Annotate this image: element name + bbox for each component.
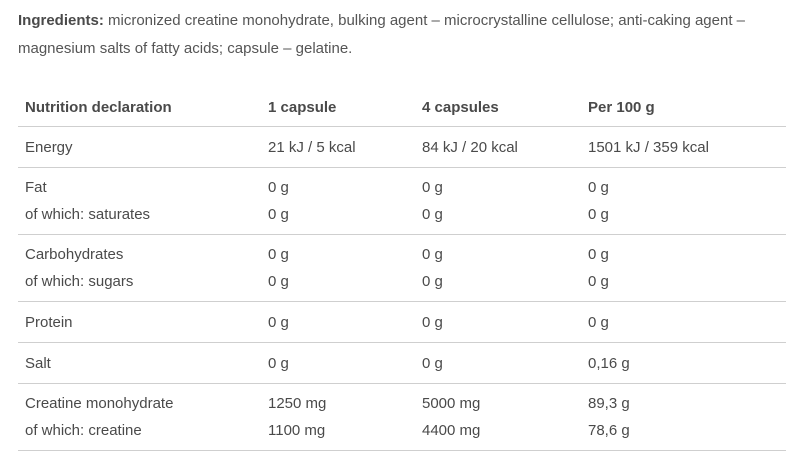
cell-line: 0 g [422, 246, 443, 263]
cell-per-100g: 0 g 0 g [581, 234, 786, 302]
row-label: Carbohydrates of which: sugars [18, 234, 261, 302]
table-header-row: Nutrition declaration 1 capsule 4 capsul… [18, 88, 786, 127]
cell-line: 0 g [268, 354, 289, 372]
cell-subline: of which: creatine [25, 422, 142, 439]
row-salt: Salt 0 g 0 g 0,16 g [18, 342, 786, 384]
cell-4-capsules: 0 g 0 g [415, 167, 581, 235]
ingredients-label: Ingredients: [18, 12, 104, 29]
cell-line: 5000 mg [422, 395, 481, 412]
cell-per-100g: 0 g 0 g [581, 167, 786, 235]
cell-1-capsule: 1250 mg 1100 mg [261, 383, 415, 451]
cell-1-capsule: 0 g 0 g [261, 167, 415, 235]
row-label: Creatine monohydrate of which: creatine [18, 383, 261, 451]
cell-1-capsule: 0 g [261, 342, 415, 384]
cell-per-100g: 89,3 g 78,6 g [581, 383, 786, 451]
cell-line: 0 g [588, 179, 609, 196]
cell-line: 1250 mg [268, 395, 327, 412]
row-carbohydrates: Carbohydrates of which: sugars 0 g 0 g 0… [18, 234, 786, 302]
cell-line: 84 kJ / 20 kcal [422, 138, 518, 156]
header-per-100g: Per 100 g [581, 88, 786, 127]
cell-per-100g: 0 g [581, 301, 786, 343]
cell-line: 0 g [268, 313, 289, 331]
cell-line: 0 g [588, 246, 609, 263]
cell-line: 0 g [422, 313, 443, 331]
header-nutrition-declaration: Nutrition declaration [18, 88, 261, 127]
cell-subline: 4400 mg [422, 422, 481, 439]
cell-4-capsules: 84 kJ / 20 kcal [415, 126, 581, 168]
cell-1-capsule: 21 kJ / 5 kcal [261, 126, 415, 168]
cell-line: 89,3 g [588, 395, 630, 412]
cell-line: 0 g [422, 354, 443, 372]
cell-line: 0 g [588, 313, 609, 331]
cell-line: 21 kJ / 5 kcal [268, 138, 356, 156]
cell-line: 0 g [268, 179, 289, 196]
cell-subline: of which: saturates [25, 206, 151, 223]
row-protein: Protein 0 g 0 g 0 g [18, 301, 786, 343]
cell-subline: 78,6 g [588, 422, 630, 439]
cell-line: Fat [25, 179, 47, 196]
row-label: Salt [18, 342, 261, 384]
row-label: Energy [18, 126, 261, 168]
row-fat: Fat of which: saturates 0 g 0 g 0 g 0 g … [18, 167, 786, 235]
row-label: Protein [18, 301, 261, 343]
header-1-capsule: 1 capsule [261, 88, 415, 127]
ingredients-text: micronized creatine monohydrate, bulking… [18, 12, 746, 57]
cell-subline: 0 g [422, 206, 443, 223]
cell-line: Energy [25, 138, 73, 156]
cell-4-capsules: 0 g [415, 301, 581, 343]
cell-line: Creatine monohydrate [25, 395, 174, 412]
cell-subline: 0 g [268, 273, 289, 290]
cell-1-capsule: 0 g [261, 301, 415, 343]
cell-line: 0,16 g [588, 354, 630, 372]
cell-4-capsules: 5000 mg 4400 mg [415, 383, 581, 451]
cell-line: 0 g [422, 179, 443, 196]
cell-1-capsule: 0 g 0 g [261, 234, 415, 302]
cell-line: Carbohydrates [25, 246, 124, 263]
cell-subline: 0 g [268, 206, 289, 223]
row-energy: Energy 21 kJ / 5 kcal 84 kJ / 20 kcal 15… [18, 126, 786, 168]
cell-subline: 0 g [422, 273, 443, 290]
cell-subline: 0 g [588, 273, 609, 290]
nutrition-table: Nutrition declaration 1 capsule 4 capsul… [18, 88, 786, 451]
row-creatine: Creatine monohydrate of which: creatine … [18, 383, 786, 451]
cell-line: 1501 kJ / 359 kcal [588, 138, 709, 156]
cell-4-capsules: 0 g 0 g [415, 234, 581, 302]
cell-line: Salt [25, 354, 51, 372]
header-4-capsules: 4 capsules [415, 88, 581, 127]
cell-line: 0 g [268, 246, 289, 263]
cell-per-100g: 1501 kJ / 359 kcal [581, 126, 786, 168]
cell-subline: of which: sugars [25, 273, 134, 290]
cell-per-100g: 0,16 g [581, 342, 786, 384]
row-label: Fat of which: saturates [18, 167, 261, 235]
cell-subline: 1100 mg [268, 422, 326, 439]
cell-4-capsules: 0 g [415, 342, 581, 384]
cell-subline: 0 g [588, 206, 609, 223]
ingredients-paragraph: Ingredients: micronized creatine monohyd… [18, 7, 783, 63]
cell-line: Protein [25, 313, 73, 331]
